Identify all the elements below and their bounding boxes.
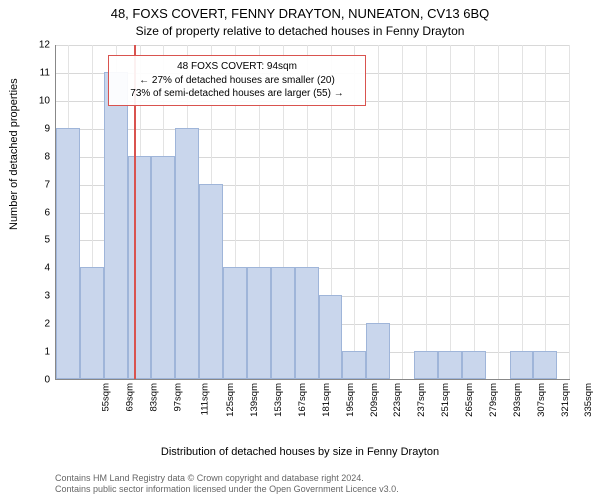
ytick-label: 1 (44, 347, 56, 358)
ytick-label: 7 (44, 179, 56, 190)
xtick-label: 69sqm (124, 383, 135, 412)
histogram-bar (223, 267, 247, 379)
xtick-label: 335sqm (583, 383, 594, 417)
xtick-label: 195sqm (344, 383, 355, 417)
gridline-v (474, 45, 475, 379)
x-axis-label: Distribution of detached houses by size … (0, 446, 600, 458)
xtick-label: 223sqm (392, 383, 403, 417)
xtick-label: 209sqm (368, 383, 379, 417)
ytick-label: 12 (39, 40, 56, 51)
ytick-label: 4 (44, 263, 56, 274)
callout-line-1: 48 FOXS COVERT: 94sqm (115, 60, 359, 74)
histogram-bar (199, 184, 223, 379)
histogram-bar (414, 351, 438, 379)
histogram-bar (342, 351, 366, 379)
gridline-h (56, 45, 570, 46)
histogram-bar (533, 351, 557, 379)
ytick-label: 5 (44, 235, 56, 246)
ytick-label: 6 (44, 207, 56, 218)
xtick-label: 251sqm (440, 383, 451, 417)
callout-line-3: 73% of semi-detached houses are larger (… (115, 87, 359, 101)
ytick-label: 2 (44, 319, 56, 330)
xtick-label: 293sqm (512, 383, 523, 417)
gridline-v (545, 45, 546, 379)
xtick-label: 125sqm (225, 383, 236, 417)
histogram-bar (80, 267, 104, 379)
gridline-v (498, 45, 499, 379)
histogram-bar (151, 156, 175, 379)
xtick-label: 55sqm (100, 383, 111, 412)
plot-area: 012345678910111255sqm69sqm83sqm97sqm111s… (55, 45, 570, 380)
xtick-label: 97sqm (172, 383, 183, 412)
histogram-bar (175, 128, 199, 379)
xtick-label: 307sqm (535, 383, 546, 417)
ytick-label: 0 (44, 375, 56, 386)
histogram-bar (104, 72, 128, 379)
histogram-bar (56, 128, 80, 379)
xtick-label: 321sqm (559, 383, 570, 417)
histogram-bar (510, 351, 534, 379)
xtick-label: 83sqm (148, 383, 159, 412)
ytick-label: 11 (40, 67, 56, 78)
gridline-v (522, 45, 523, 379)
xtick-label: 279sqm (488, 383, 499, 417)
histogram-bar (271, 267, 295, 379)
xtick-label: 237sqm (416, 383, 427, 417)
chart-subtitle: Size of property relative to detached ho… (0, 24, 600, 38)
xtick-label: 153sqm (273, 383, 284, 417)
chart-container: 48, FOXS COVERT, FENNY DRAYTON, NUNEATON… (0, 0, 600, 500)
gridline-v (569, 45, 570, 379)
histogram-bar (295, 267, 319, 379)
ytick-label: 8 (44, 151, 56, 162)
gridline-v (402, 45, 403, 379)
histogram-bar (319, 295, 343, 379)
license-text: Contains HM Land Registry data © Crown c… (55, 473, 570, 496)
gridline-v (450, 45, 451, 379)
xtick-label: 139sqm (249, 383, 260, 417)
xtick-label: 167sqm (297, 383, 308, 417)
license-line-1: Contains HM Land Registry data © Crown c… (55, 473, 570, 485)
ytick-label: 3 (44, 291, 56, 302)
xtick-label: 265sqm (464, 383, 475, 417)
ytick-label: 10 (39, 95, 56, 106)
callout-line-2: ← 27% of detached houses are smaller (20… (115, 74, 359, 88)
histogram-bar (438, 351, 462, 379)
histogram-bar (366, 323, 390, 379)
y-axis-label: Number of detached properties (8, 78, 20, 230)
histogram-bar (462, 351, 486, 379)
xtick-label: 111sqm (200, 383, 211, 415)
gridline-h (56, 129, 570, 130)
license-line-2: Contains public sector information licen… (55, 484, 570, 496)
ytick-label: 9 (44, 123, 56, 134)
reference-callout: 48 FOXS COVERT: 94sqm ← 27% of detached … (108, 55, 366, 106)
histogram-bar (128, 156, 152, 379)
histogram-bar (247, 267, 271, 379)
xtick-label: 181sqm (321, 383, 332, 417)
chart-title: 48, FOXS COVERT, FENNY DRAYTON, NUNEATON… (0, 6, 600, 21)
gridline-v (426, 45, 427, 379)
